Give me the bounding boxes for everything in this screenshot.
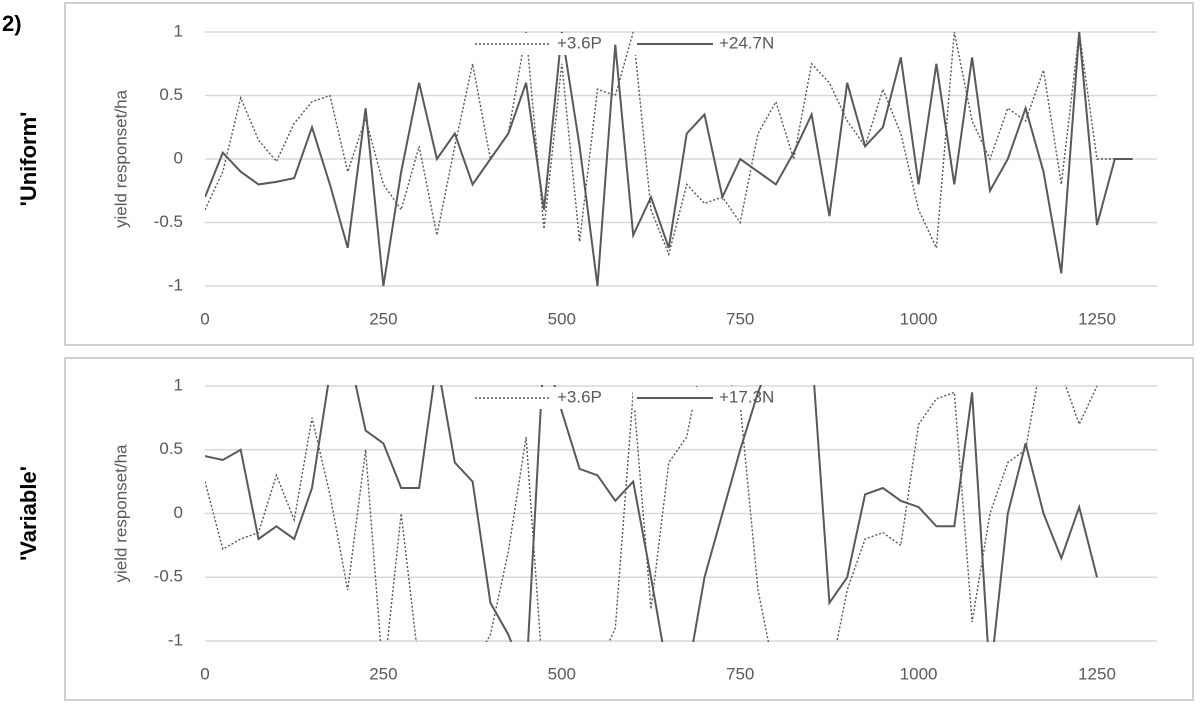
panel-frame — [64, 357, 1194, 701]
panel-label: 'Variable' — [16, 466, 41, 561]
y-tick-label: 0.5 — [159, 439, 183, 458]
panel-frame — [64, 2, 1194, 346]
x-tick-label: 500 — [548, 664, 576, 683]
x-tick-label: 750 — [726, 664, 754, 683]
y-tick-label: 0 — [174, 148, 183, 167]
y-axis-title: yield responset/ha — [111, 89, 130, 228]
legend-label: +3.6P — [557, 33, 602, 52]
y-tick-label: -1 — [168, 275, 183, 294]
x-tick-label: 750 — [726, 309, 754, 328]
y-tick-label: 0.5 — [159, 85, 183, 104]
legend-bg — [471, 33, 613, 55]
x-tick-label: 1000 — [900, 309, 938, 328]
x-tick-label: 500 — [548, 309, 576, 328]
x-tick-label: 1000 — [900, 664, 938, 683]
x-tick-label: 250 — [369, 309, 397, 328]
x-tick-label: 0 — [200, 664, 209, 683]
y-tick-label: 1 — [174, 21, 183, 40]
data-line — [205, 385, 1098, 642]
x-tick-label: 250 — [369, 664, 397, 683]
legend-label: +24.7N — [719, 33, 774, 52]
x-tick-label: 0 — [200, 309, 209, 328]
legend-label: +17.3N — [719, 387, 774, 406]
y-tick-label: 0 — [174, 503, 183, 522]
y-tick-label: -0.5 — [154, 212, 183, 231]
y-tick-label: -0.5 — [154, 567, 183, 586]
x-tick-label: 1250 — [1078, 664, 1116, 683]
legend-label: +3.6P — [557, 387, 602, 406]
data-line — [205, 31, 1133, 287]
y-axis-title: yield responset/ha — [111, 444, 130, 583]
x-tick-label: 1250 — [1078, 309, 1116, 328]
y-tick-label: 1 — [174, 375, 183, 394]
panel-label: 'Uniform' — [16, 112, 41, 207]
data-line — [205, 31, 1133, 257]
legend-bg — [471, 387, 613, 409]
figure-label: 2) — [2, 11, 22, 36]
y-tick-label: -1 — [168, 630, 183, 649]
data-line — [205, 385, 1098, 642]
